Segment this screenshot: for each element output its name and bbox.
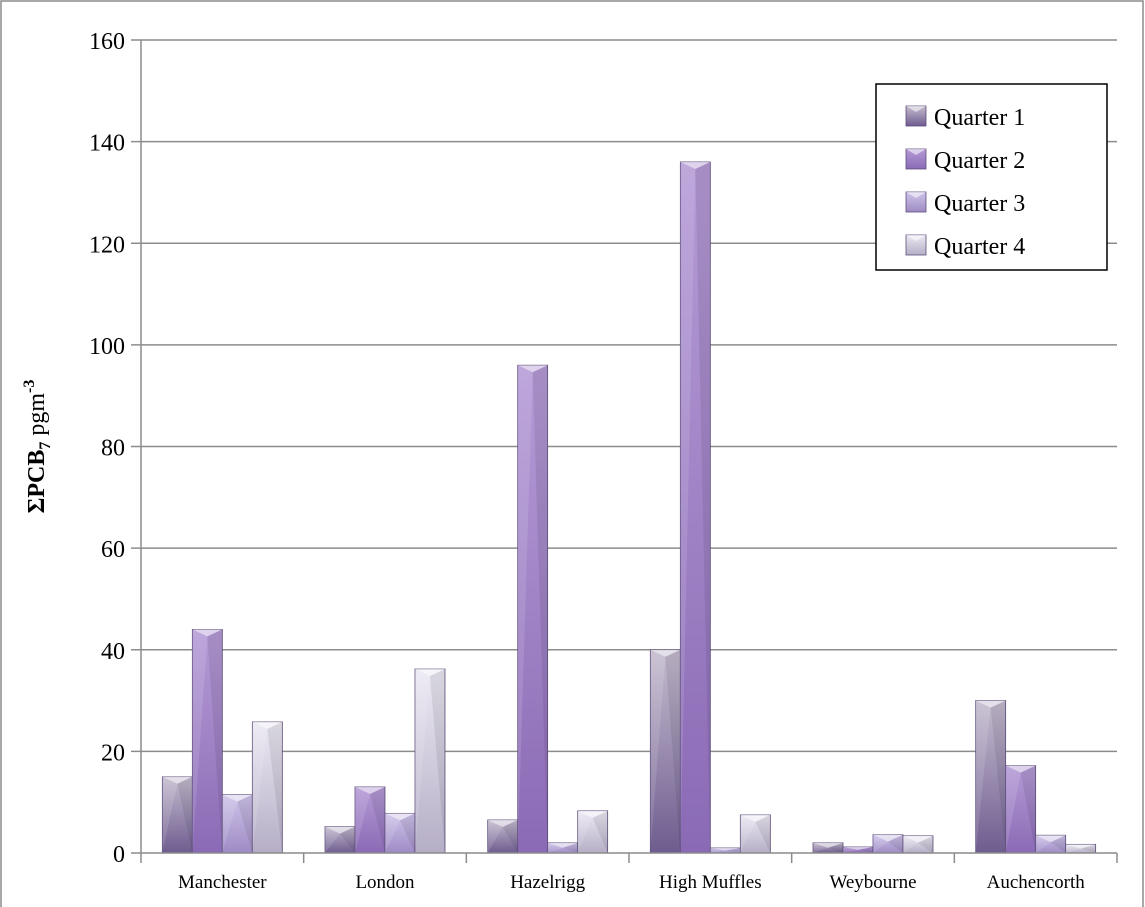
bar-weybourne-q4 [902,835,934,854]
y-tick-label: 80 [101,436,125,462]
x-category-label: Auchencorth [987,872,1086,893]
bar-high-muffles-q2 [679,161,711,854]
x-category-label: Hazelrigg [510,872,585,893]
bar-london-q2 [354,786,386,854]
y-tick-label: 120 [89,232,125,258]
bar-auchencorth-q2 [1005,765,1037,854]
x-category-label: Weybourne [829,872,916,893]
x-category-label: High Muffles [659,872,762,893]
y-tick-label: 160 [89,29,125,55]
bar-hazelrigg-q2 [517,364,549,854]
category-labels: Manchester London Hazelrigg High Muffles Wey… [178,872,1085,893]
bar-london-q4 [414,668,446,854]
bar-auchencorth-q4 [1065,843,1097,854]
bar-london-q1 [324,826,356,854]
legend: Quarter 1 Quarter 2 Quarter 3 Quarter 4 [875,83,1108,271]
legend-label: Quarter 3 [934,191,1025,217]
bar-high-muffles-q3 [709,847,741,854]
bar-weybourne-q3 [872,834,904,854]
bars [161,161,1097,854]
y-tick-label: 60 [101,537,125,563]
y-tick-label: 140 [89,131,125,157]
bar-high-muffles-q4 [739,814,771,854]
bar-manchester-q2 [191,629,223,854]
legend-label: Quarter 1 [934,105,1025,131]
bar-manchester-q1 [161,776,193,854]
y-tick-label: 100 [89,334,125,360]
legend-item: Quarter 2 [905,148,1025,174]
bar-hazelrigg-q4 [577,810,609,854]
bar-hazelrigg-q3 [547,842,579,854]
y-tick-label: 20 [101,740,125,766]
bar-london-q3 [384,812,416,854]
y-axis-label: ΣPCB7 pgm-3 [21,380,54,514]
y-axis-title: ΣPCB7 pgm-3 [21,380,54,514]
legend-item: Quarter 1 [905,105,1025,131]
tick-labels: 0 20 40 60 80 100 120 140 160 [89,29,125,868]
legend-item: Quarter 4 [905,234,1025,260]
bar-auchencorth-q1 [975,700,1007,854]
legend-label: Quarter 4 [934,234,1025,260]
bar-weybourne-q2 [842,846,874,854]
legend-label: Quarter 2 [934,148,1025,174]
y-tick-label: 40 [101,639,125,665]
axes [131,39,1118,863]
bar-auchencorth-q3 [1035,834,1067,854]
grid-lines [141,39,1117,753]
bar-manchester-q4 [251,721,283,854]
bar-hazelrigg-q1 [487,819,519,854]
bar-weybourne-q1 [812,842,844,854]
y-tick-label: 0 [113,842,125,868]
legend-item: Quarter 3 [905,191,1025,217]
bar-manchester-q3 [221,794,253,854]
bar-high-muffles-q1 [649,649,681,854]
x-category-label: Manchester [178,872,267,893]
x-category-label: London [355,872,415,893]
